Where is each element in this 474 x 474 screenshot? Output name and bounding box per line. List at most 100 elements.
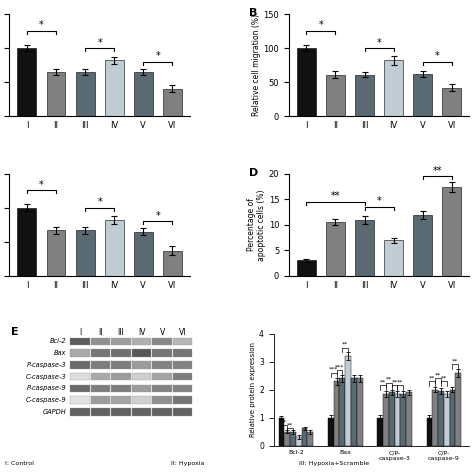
Bar: [132, 373, 151, 381]
Text: I: I: [79, 328, 81, 337]
Bar: [132, 408, 151, 416]
Text: C-caspase-3: C-caspase-3: [26, 374, 66, 380]
Text: *: *: [155, 51, 160, 61]
Bar: [438, 391, 444, 446]
Text: *: *: [97, 37, 102, 48]
Bar: [132, 396, 151, 404]
Text: III: Hypoxia+Scramble: III: Hypoxia+Scramble: [299, 462, 369, 466]
Text: **: **: [380, 380, 386, 384]
Text: II: II: [98, 328, 103, 337]
Bar: [279, 418, 284, 446]
Bar: [442, 88, 461, 116]
Bar: [355, 74, 374, 116]
Bar: [91, 396, 110, 404]
Bar: [173, 349, 192, 357]
Bar: [76, 230, 94, 276]
Text: **: **: [392, 380, 398, 384]
Text: E: E: [11, 327, 19, 337]
Bar: [173, 384, 192, 392]
Text: **: **: [452, 358, 458, 364]
Bar: [152, 408, 172, 416]
Text: **: **: [429, 375, 436, 380]
Bar: [297, 48, 316, 116]
Bar: [173, 337, 192, 345]
Bar: [111, 349, 131, 357]
Bar: [326, 222, 345, 276]
Bar: [111, 361, 131, 369]
Bar: [173, 373, 192, 381]
Bar: [132, 361, 151, 369]
Bar: [134, 72, 153, 116]
Text: *: *: [39, 180, 44, 190]
Bar: [152, 337, 172, 345]
Bar: [328, 418, 334, 446]
Bar: [132, 349, 151, 357]
Bar: [383, 394, 389, 446]
Bar: [152, 384, 172, 392]
Bar: [70, 396, 90, 404]
Bar: [111, 337, 131, 345]
Bar: [301, 428, 308, 446]
Bar: [308, 432, 313, 446]
Bar: [394, 394, 400, 446]
Bar: [111, 408, 131, 416]
Y-axis label: Percentage of
apoptotic cells (%): Percentage of apoptotic cells (%): [246, 189, 266, 261]
Text: *: *: [319, 20, 323, 30]
Bar: [284, 431, 290, 446]
Text: ***: ***: [329, 367, 338, 372]
Bar: [427, 418, 432, 446]
Text: C-caspase-9: C-caspase-9: [26, 397, 66, 403]
Bar: [70, 408, 90, 416]
Bar: [163, 251, 182, 276]
Text: *: *: [377, 197, 382, 207]
Bar: [111, 384, 131, 392]
Text: **: **: [287, 422, 293, 427]
Text: **: **: [432, 166, 442, 176]
Bar: [413, 74, 432, 116]
Bar: [132, 384, 151, 392]
Bar: [91, 349, 110, 357]
Bar: [406, 392, 412, 446]
Bar: [163, 89, 182, 116]
Bar: [70, 337, 90, 345]
Bar: [105, 60, 124, 116]
Text: Bax: Bax: [54, 350, 66, 356]
Bar: [76, 72, 94, 116]
Bar: [132, 337, 151, 345]
Text: *: *: [435, 51, 440, 61]
Text: IV: IV: [138, 328, 146, 337]
Bar: [450, 390, 456, 446]
Bar: [91, 361, 110, 369]
Bar: [152, 396, 172, 404]
Bar: [290, 432, 296, 446]
Bar: [70, 373, 90, 381]
Bar: [296, 437, 301, 446]
Text: **: **: [342, 342, 348, 346]
Text: **: **: [386, 377, 392, 382]
Text: VI: VI: [179, 328, 186, 337]
Bar: [389, 392, 394, 446]
Text: P-caspase-9: P-caspase-9: [27, 385, 66, 392]
Text: **: **: [441, 375, 447, 380]
Text: GAPDH: GAPDH: [43, 409, 66, 415]
Bar: [400, 394, 406, 446]
Text: D: D: [249, 168, 258, 178]
Bar: [152, 349, 172, 357]
Bar: [134, 232, 153, 276]
Bar: [377, 418, 383, 446]
Bar: [384, 240, 403, 276]
Bar: [297, 260, 316, 276]
Text: III: III: [118, 328, 124, 337]
Text: P-caspase-3: P-caspase-3: [27, 362, 66, 368]
Bar: [46, 230, 65, 276]
Bar: [173, 361, 192, 369]
Bar: [70, 384, 90, 392]
Bar: [152, 361, 172, 369]
Bar: [413, 215, 432, 276]
Text: **: **: [435, 373, 441, 377]
Bar: [432, 390, 438, 446]
Bar: [339, 378, 345, 446]
Text: *: *: [155, 211, 160, 221]
Bar: [18, 208, 36, 276]
Text: I: Control: I: Control: [5, 462, 34, 466]
